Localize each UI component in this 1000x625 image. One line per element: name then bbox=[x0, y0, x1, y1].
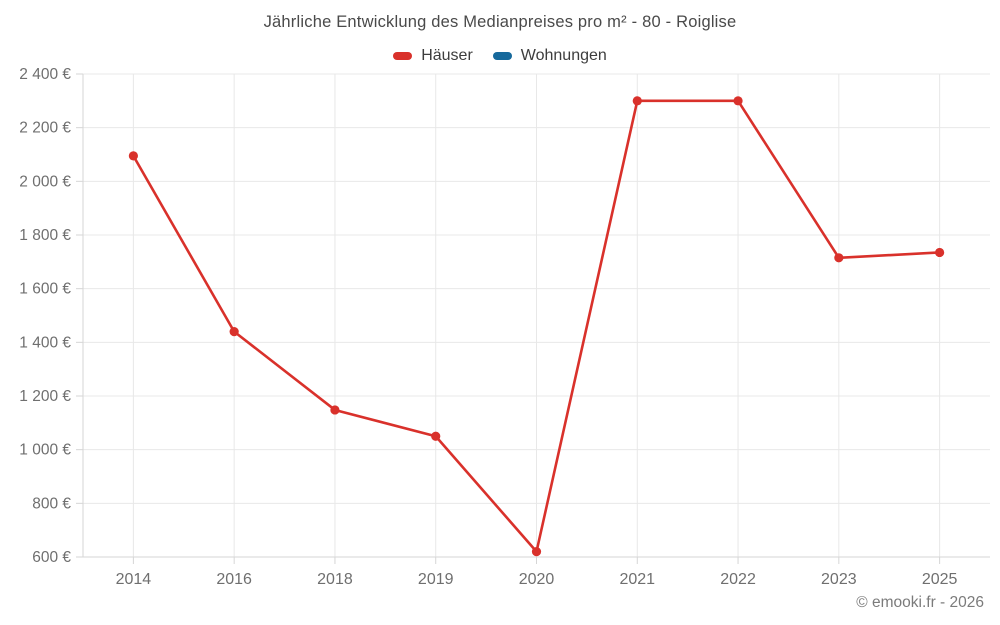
axes bbox=[76, 73, 990, 564]
x-tick-label: 2020 bbox=[519, 571, 555, 588]
axis-labels: 600 € 800 € 1 000 € 1 200 € 1 400 € 1 600 € 1 … bbox=[19, 66, 957, 588]
data-point[interactable] bbox=[330, 405, 340, 415]
x-tick-label: 2022 bbox=[720, 571, 756, 588]
gridlines bbox=[83, 73, 990, 558]
x-tick-label: 2023 bbox=[821, 571, 857, 588]
legend-label-haeuser: Häuser bbox=[421, 47, 473, 64]
data-point[interactable] bbox=[733, 96, 743, 106]
legend-swatch-haeuser-icon bbox=[393, 52, 413, 60]
legend-item-haeuser[interactable]: Häuser bbox=[393, 47, 473, 65]
x-tick-label: 2019 bbox=[418, 571, 454, 588]
copyright-credit: © emooki.fr - 2026 bbox=[856, 594, 984, 611]
data-point[interactable] bbox=[128, 151, 138, 161]
x-tick-label: 2021 bbox=[619, 571, 655, 588]
x-tick-label: 2016 bbox=[216, 571, 252, 588]
data-point[interactable] bbox=[935, 247, 945, 258]
series-häuser bbox=[128, 96, 945, 557]
y-tick-label: 600 € bbox=[32, 549, 71, 566]
legend-swatch-wohnungen-icon bbox=[492, 52, 512, 60]
y-tick-label: 2 200 € bbox=[19, 120, 71, 137]
x-tick-label: 2014 bbox=[116, 571, 152, 588]
x-tick-label: 2025 bbox=[922, 571, 958, 588]
x-tick-label: 2018 bbox=[317, 571, 353, 588]
chart-title: Jährliche Entwicklung des Medianpreises … bbox=[263, 13, 737, 31]
chart-legend: Häuser Wohnungen bbox=[0, 45, 1000, 67]
y-tick-label: 1 200 € bbox=[19, 388, 71, 405]
y-tick-label: 800 € bbox=[32, 495, 71, 512]
data-point[interactable] bbox=[431, 431, 441, 441]
y-tick-label: 1 400 € bbox=[19, 334, 71, 351]
legend-label-wohnungen: Wohnungen bbox=[520, 47, 607, 64]
data-point[interactable] bbox=[834, 253, 844, 263]
y-tick-label: 2 000 € bbox=[19, 173, 71, 190]
data-point[interactable] bbox=[229, 327, 239, 337]
data-point[interactable] bbox=[531, 547, 542, 557]
legend-item-wohnungen[interactable]: Wohnungen bbox=[492, 47, 607, 65]
y-tick-label: 2 400 € bbox=[19, 66, 71, 83]
data-point[interactable] bbox=[632, 96, 642, 106]
y-tick-label: 1 600 € bbox=[19, 281, 71, 298]
y-tick-label: 1 000 € bbox=[19, 442, 71, 459]
y-tick-label: 1 800 € bbox=[19, 227, 71, 244]
